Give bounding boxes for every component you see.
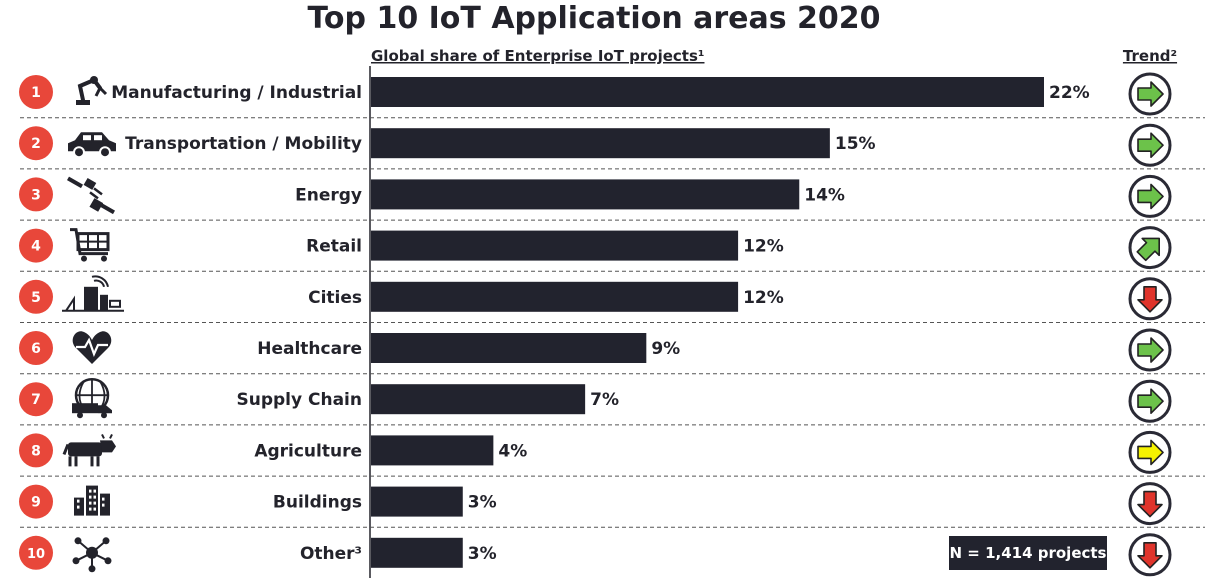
trend-right-icon (1128, 430, 1172, 474)
rank-label: 8 (31, 443, 41, 459)
bar (371, 384, 586, 415)
rank-label: 9 (31, 495, 41, 511)
shopping-cart-icon (70, 228, 110, 262)
chart-row: 5 Cities 12% (19, 270, 1205, 321)
globe-truck-icon (72, 377, 112, 419)
category-label: Supply Chain (237, 390, 363, 410)
value-label: 3% (468, 544, 497, 564)
value-label: 22% (1049, 83, 1090, 103)
chart-subtitle: Global share of Enterprise IoT projects¹ (371, 47, 704, 65)
sample-size-badge: N = 1,414 projects (949, 536, 1107, 570)
bar (371, 179, 800, 210)
robot-arm-icon (76, 76, 108, 105)
trend-right-icon (1128, 123, 1172, 167)
rank-badge: 1 (19, 75, 53, 109)
bar (371, 435, 494, 466)
value-label: 3% (468, 493, 497, 513)
rank-badge: 9 (19, 484, 53, 519)
rank-badge: 10 (19, 535, 53, 570)
trend-right-icon (1128, 174, 1172, 218)
bar (371, 537, 463, 568)
trend-down-icon (1128, 277, 1172, 321)
trend-right-icon (1128, 72, 1172, 116)
plug-icon (67, 176, 115, 215)
trend-right-icon (1128, 379, 1172, 423)
rank-badge: 7 (19, 382, 53, 417)
rank-label: 7 (31, 392, 41, 408)
category-label: Other³ (300, 544, 362, 564)
chart-rows: 1 Manufacturing / Industrial 22% 2 Transport… (19, 72, 1205, 577)
trend-right-icon (1128, 328, 1172, 372)
bar (371, 77, 1044, 107)
chart-title: Top 10 IoT Application areas 2020 (307, 1, 880, 36)
rank-badge: 6 (19, 331, 53, 365)
category-label: Agriculture (254, 441, 362, 461)
rank-label: 10 (27, 547, 45, 562)
city-icon (62, 275, 124, 312)
chart-row: 9 Buildings 3% (19, 475, 1205, 526)
buildings-icon (74, 485, 110, 516)
chart-row: 2 Transportation / Mobility 15% (19, 117, 1205, 167)
trend-down-icon (1128, 533, 1172, 577)
value-label: 12% (743, 237, 784, 257)
rank-label: 6 (31, 341, 41, 357)
heart-pulse-icon (72, 331, 112, 364)
chart-row: 7 Supply Chain 7% (19, 373, 1205, 423)
category-label: Cities (308, 288, 362, 308)
rank-label: 4 (31, 239, 41, 255)
value-label: 7% (590, 390, 619, 410)
value-label: 4% (498, 441, 527, 461)
cow-icon (62, 433, 116, 467)
bar (371, 230, 739, 261)
category-label: Buildings (273, 493, 362, 513)
rank-label: 2 (31, 136, 41, 152)
chart-row: 4 Retail 12% (19, 219, 1205, 270)
category-label: Retail (306, 237, 362, 257)
chart-row: 10 Other³ 3% (19, 526, 1205, 577)
trend-up-right-icon (1128, 226, 1172, 270)
category-label: Energy (295, 185, 362, 205)
bar (371, 128, 830, 159)
category-label: Manufacturing / Industrial (111, 83, 362, 103)
chart-row: 3 Energy 14% (19, 168, 1205, 218)
rank-badge: 4 (19, 228, 53, 263)
chart-row: 8 Agriculture 4% (19, 424, 1205, 474)
bar (371, 281, 739, 312)
rank-label: 3 (31, 187, 41, 203)
rank-badge: 2 (19, 126, 53, 161)
trend-header: Trend² (1123, 47, 1177, 65)
chart-row: 6 Healthcare 9% (19, 322, 1205, 372)
category-label: Healthcare (257, 339, 362, 359)
trend-down-icon (1128, 482, 1172, 526)
chart-row: 1 Manufacturing / Industrial 22% (19, 72, 1172, 116)
rank-label: 5 (31, 290, 41, 306)
rank-label: 1 (31, 85, 41, 101)
rank-badge: 5 (19, 279, 53, 314)
bar (371, 486, 463, 517)
value-label: 12% (743, 288, 784, 308)
value-label: 14% (804, 185, 845, 205)
car-icon (68, 132, 116, 159)
bar (371, 333, 647, 363)
value-label: 15% (835, 134, 876, 154)
network-icon (72, 537, 112, 573)
category-label: Transportation / Mobility (125, 134, 362, 154)
rank-badge: 3 (19, 177, 53, 212)
rank-badge: 8 (19, 433, 53, 468)
value-label: 9% (651, 339, 680, 359)
